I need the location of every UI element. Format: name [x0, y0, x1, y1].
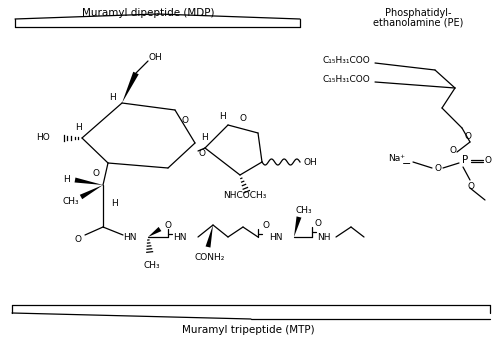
Text: O: O: [434, 163, 442, 172]
Polygon shape: [148, 227, 162, 237]
Polygon shape: [80, 185, 103, 199]
Text: CONH₂: CONH₂: [195, 253, 225, 262]
Text: O: O: [468, 181, 474, 191]
Text: Muramyl tripeptide (MTP): Muramyl tripeptide (MTP): [182, 325, 314, 335]
Text: O: O: [450, 145, 456, 154]
Text: O: O: [92, 169, 100, 178]
Text: P: P: [462, 155, 468, 165]
Text: CH₃: CH₃: [144, 261, 160, 270]
Text: HN: HN: [123, 232, 137, 242]
Text: H: H: [108, 93, 116, 102]
Text: ethanolamine (PE): ethanolamine (PE): [373, 17, 463, 27]
Text: HN: HN: [174, 232, 187, 242]
Polygon shape: [206, 225, 213, 247]
Text: O: O: [74, 235, 82, 244]
Text: O: O: [164, 220, 172, 229]
Text: O: O: [484, 155, 492, 164]
Text: O: O: [314, 219, 322, 228]
Text: O: O: [198, 149, 205, 158]
Text: C₁₅H₃₁COO: C₁₅H₃₁COO: [322, 75, 370, 84]
Text: NH: NH: [318, 232, 331, 242]
Text: HO: HO: [36, 133, 50, 142]
Text: O: O: [182, 116, 188, 125]
Text: C₁₅H₃₁COO: C₁₅H₃₁COO: [322, 56, 370, 65]
Text: H: H: [112, 198, 118, 208]
Text: Muramyl dipeptide (MDP): Muramyl dipeptide (MDP): [82, 8, 214, 18]
Text: CH₃: CH₃: [296, 205, 312, 214]
Polygon shape: [122, 72, 138, 103]
Text: H: H: [74, 122, 82, 132]
Polygon shape: [294, 217, 302, 237]
Text: H: H: [220, 111, 226, 120]
Text: HN: HN: [269, 232, 283, 242]
Polygon shape: [74, 178, 103, 185]
Text: OH: OH: [303, 158, 317, 167]
Text: CH₃: CH₃: [62, 196, 80, 205]
Text: H: H: [64, 175, 70, 184]
Text: H: H: [202, 133, 208, 142]
Text: OH: OH: [148, 52, 162, 61]
Text: O: O: [240, 113, 246, 122]
Text: Phosphatidyl-: Phosphatidyl-: [385, 8, 451, 18]
Text: O: O: [262, 220, 270, 229]
Text: O: O: [464, 132, 471, 141]
Text: −: −: [402, 159, 411, 169]
Text: NHCOCH₃: NHCOCH₃: [224, 191, 266, 200]
Text: Na⁺: Na⁺: [388, 153, 405, 162]
